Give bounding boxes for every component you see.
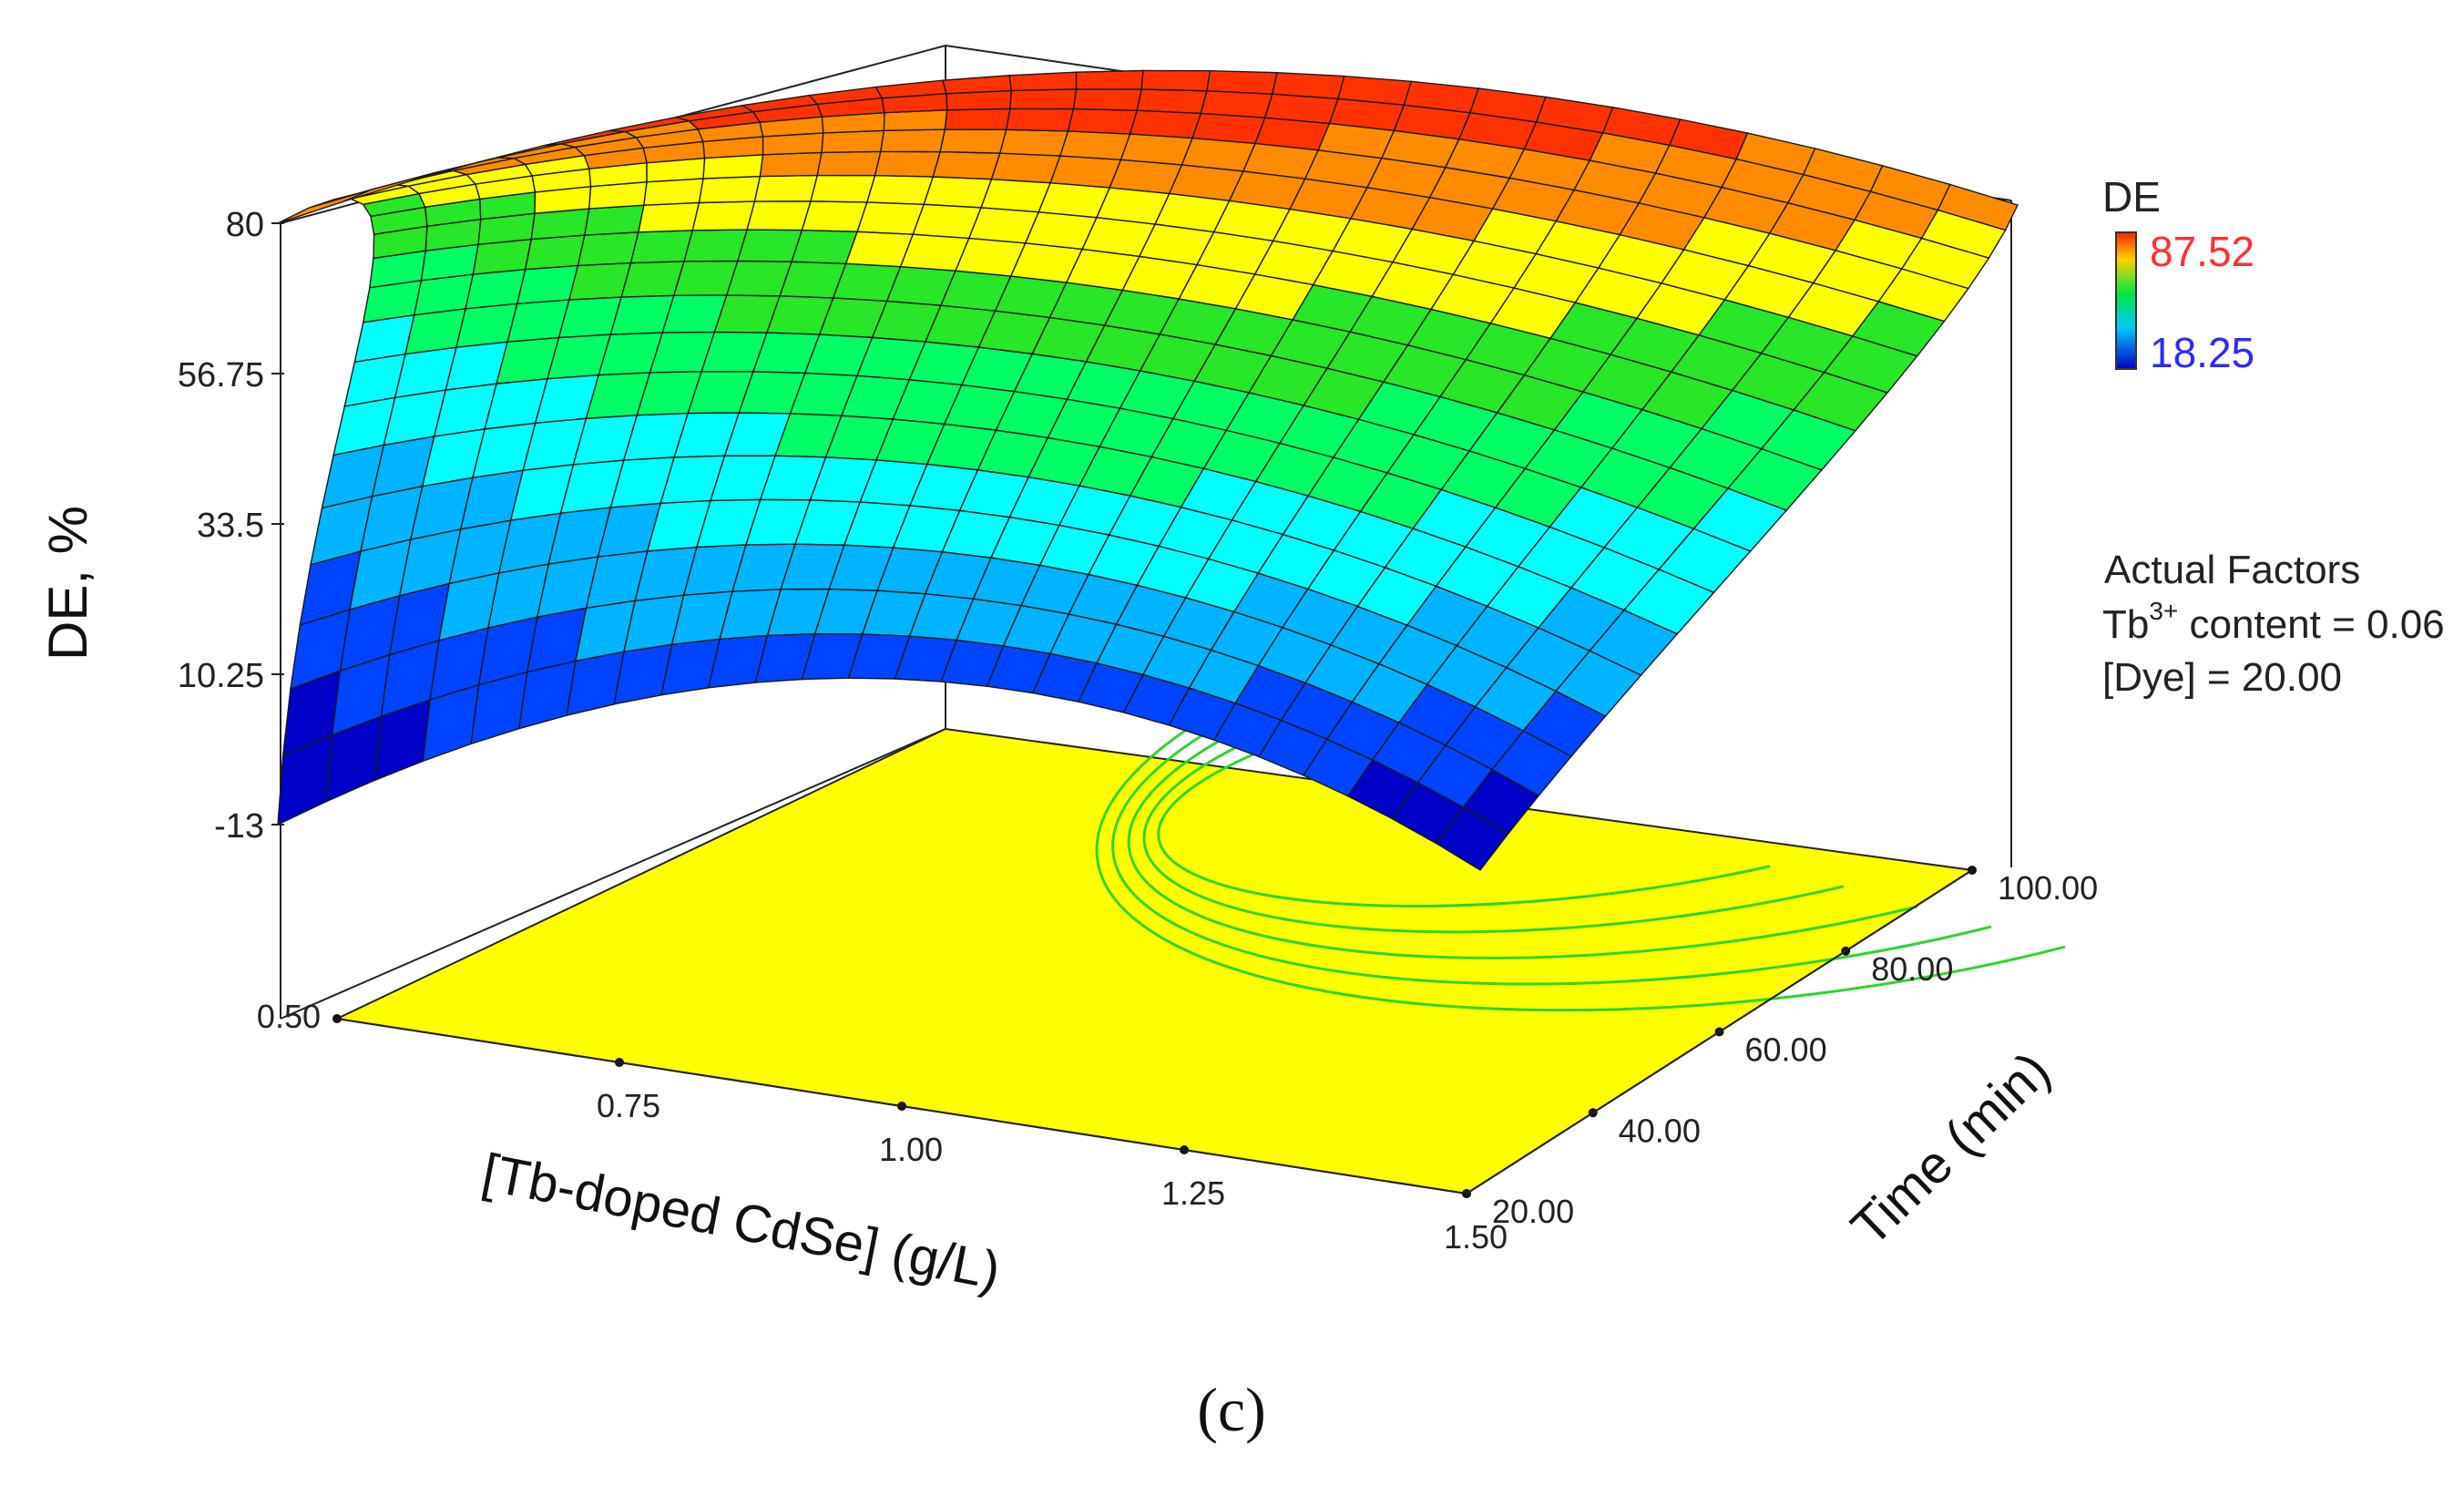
surface-cell: [1136, 88, 1208, 115]
surface-cell: [1140, 69, 1212, 92]
y-tick-label: 100.00: [1998, 869, 2098, 907]
floor-plane: [333, 727, 1975, 1195]
x-axis-line: [336, 1018, 1467, 1195]
actual-factors-annotation: Actual Factors Tb3+ content = 0.06 [Dye]…: [2102, 548, 2445, 700]
surface-cell: [753, 174, 819, 202]
surface-cell: [939, 128, 1007, 154]
surface-cell: [932, 150, 1001, 180]
surface-cell: [691, 200, 756, 231]
z-tick-label: 33.5: [197, 507, 264, 545]
surface-cell: [643, 178, 704, 206]
surface-cell: [883, 109, 948, 131]
annotation-tb-superscript: 3+: [2149, 597, 2178, 625]
z-tick-label: 80: [226, 206, 264, 244]
x-tick-label: 0.75: [597, 1087, 660, 1124]
surface-cell: [629, 230, 694, 264]
surface-cell: [1191, 112, 1266, 145]
surface-cell: [683, 229, 749, 262]
y-tick-label: 20.00: [1492, 1193, 1574, 1230]
surface-cell: [998, 128, 1069, 157]
colorbar-title: DE: [2102, 173, 2161, 220]
surface-cell: [1075, 69, 1144, 90]
panel-label: (c): [1197, 1375, 1265, 1444]
surface-cell: [816, 150, 882, 177]
surface-cell: [990, 152, 1061, 184]
surface-cell: [277, 189, 373, 224]
y-axis-title: Time (min): [1840, 1041, 2061, 1257]
x-tick-label: 1.50: [1444, 1218, 1508, 1256]
surface-cell: [810, 174, 876, 203]
x-tick-label: 0.50: [257, 998, 321, 1035]
surface-cell: [638, 201, 700, 233]
surface-cell: [465, 268, 527, 310]
y-tick-label: 40.00: [1619, 1112, 1701, 1149]
surface-cell: [1129, 109, 1202, 139]
surface-cell: [874, 150, 942, 178]
surface-cell: [736, 229, 803, 262]
surface-cell: [1009, 88, 1078, 110]
surface-cell: [524, 234, 586, 271]
surface-cell: [759, 151, 823, 178]
surface-cell: [1271, 71, 1345, 100]
surface-cell: [1059, 130, 1131, 161]
surface-cell: [577, 231, 639, 267]
surface-cell: [1005, 108, 1075, 132]
surface-cell: [821, 129, 885, 154]
annotation-dye-line: [Dye] = 20.00: [2102, 655, 2342, 700]
surface-cell: [1049, 155, 1122, 189]
surface-cell: [584, 204, 645, 236]
surface-cell: [923, 176, 993, 209]
x-tick-label: 1.00: [879, 1131, 943, 1168]
colorbar-max-label: 87.52: [2150, 228, 2254, 275]
z-axis-ticks: 80 56.75 33.5 10.25 -13: [178, 206, 284, 846]
colorbar: DE 87.52 18.25: [2102, 173, 2254, 376]
surface-cell: [1937, 183, 2019, 231]
annotation-tb-rest: content = 0.06: [2178, 602, 2444, 647]
z-tick-label: 10.25: [178, 657, 264, 695]
y-tick-label: 60.00: [1745, 1031, 1827, 1069]
surface-cell: [880, 128, 946, 153]
z-tick-label: 56.75: [178, 356, 264, 395]
y-axis-ticks: 20.00 40.00 60.00 80.00 100.00: [1462, 866, 2098, 1230]
z-axis-title: DE, %: [37, 506, 98, 661]
y-tick-label: 80.00: [1871, 950, 1953, 988]
x-tick-label: 1.25: [1161, 1174, 1225, 1212]
surface-cell: [516, 264, 579, 305]
contour-line: [1157, 700, 1771, 908]
surface-cell: [1206, 69, 1278, 95]
surface-cell: [856, 201, 925, 235]
surface-cell: [1072, 88, 1142, 111]
surface-cell: [746, 200, 812, 231]
surface-cell: [801, 200, 868, 232]
surface-cell: [1200, 90, 1273, 118]
surface-cell: [698, 175, 762, 204]
surface-cell: [1008, 71, 1078, 92]
colorbar-gradient: [2115, 231, 2137, 370]
annotation-tb-base: Tb: [2102, 602, 2149, 647]
colorbar-min-label: 18.25: [2150, 329, 2254, 376]
annotation-tb-line: Tb3+ content = 0.06: [2102, 597, 2445, 647]
surface-cell: [941, 75, 1013, 95]
annotation-heading: Actual Factors: [2104, 548, 2360, 592]
z-tick-label: -13: [214, 807, 264, 846]
y-axis-line: [1466, 869, 1973, 1195]
surface-cell: [1120, 133, 1194, 166]
surface-cell: [944, 108, 1011, 131]
surface-cell: [1067, 108, 1139, 135]
x-axis-ticks: 0.50 0.75 1.00 1.25 1.50: [257, 998, 1508, 1256]
surface-cell: [865, 174, 935, 205]
response-surface: [277, 69, 2019, 871]
box-floor-back-left: [280, 728, 946, 1020]
